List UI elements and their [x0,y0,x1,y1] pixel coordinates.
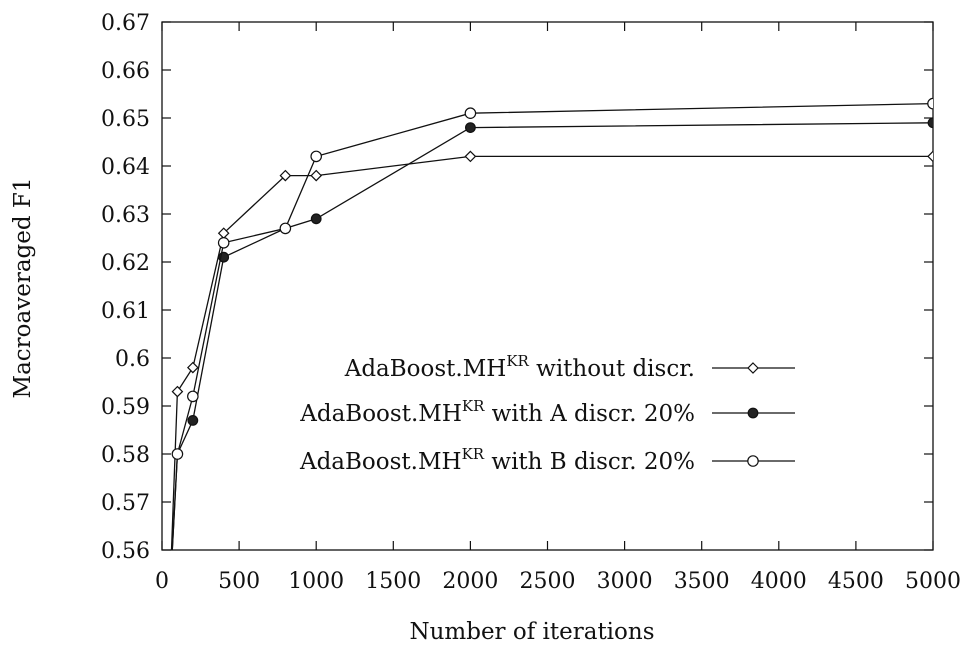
y-tick-label: 0.64 [101,155,150,180]
y-tick-label: 0.6 [115,347,150,372]
x-tick-label: 5000 [905,569,961,594]
x-tick-label: 500 [218,569,260,594]
y-tick-label: 0.66 [101,59,150,84]
data-point-filled-circle [747,407,759,419]
x-tick-label: 1500 [365,569,421,594]
y-tick-labels: 0.56 0.57 0.58 0.59 0.6 0.61 0.62 0.63 0.64 0.65 0… [101,11,150,564]
data-point-diamond [186,361,199,374]
axis-ticks [161,21,934,551]
data-point-open-circle [310,150,322,163]
legend-label-base: AdaBoost.MH [344,356,507,382]
legend-label: AdaBoost.MHKR without discr. [344,352,695,382]
legend-item-1: AdaBoost.MHKR without discr. [344,352,795,382]
legend-label-base: AdaBoost.MH [299,401,462,427]
legend-label-base: AdaBoost.MH [299,449,462,475]
series-line [171,102,933,550]
legend-item-2: AdaBoost.MHKR with A discr. 20% [299,397,795,427]
series-3 [171,97,933,550]
y-tick-label: 0.61 [101,299,150,324]
legend: AdaBoost.MHKR without discr.AdaBoost.MHK… [299,352,795,475]
data-point-diamond [927,150,933,163]
series-1 [170,150,933,550]
data-point-filled-circle [187,415,199,426]
legend-label-suffix: with B discr. 20% [484,449,695,475]
y-tick-label: 0.58 [101,443,150,468]
series-layer [170,97,933,550]
y-tick-label: 0.62 [101,251,150,276]
legend-label: AdaBoost.MHKR with B discr. 20% [299,445,695,475]
legend-label-suffix: without discr. [529,356,695,382]
x-tick-label: 3000 [597,569,653,594]
legend-item-3: AdaBoost.MHKR with B discr. 20% [299,445,795,475]
data-point-diamond [279,169,292,182]
x-tick-label: 4500 [828,569,884,594]
data-point-open-circle [187,390,199,403]
y-tick-label: 0.56 [101,539,150,564]
y-tick-label: 0.59 [101,395,150,420]
data-point-open-circle [217,237,230,249]
data-point-diamond [464,150,477,163]
series-line [170,155,933,550]
y-tick-label: 0.67 [101,11,150,36]
data-point-diamond [171,385,184,398]
legend-label-suffix: with A discr. 20% [484,401,695,427]
data-point-diamond [747,362,759,374]
x-tick-label: 2000 [442,569,498,594]
data-point-filled-circle [465,122,476,133]
x-axis-title: Number of iterations [409,619,654,645]
series-line [171,122,933,550]
data-point-open-circle [279,222,292,235]
legend-label-superscript: KR [462,445,485,463]
x-tick-label: 0 [155,569,169,594]
data-point-filled-circle [310,213,322,225]
data-point-open-circle [927,97,933,110]
x-tick-label: 1000 [288,569,344,594]
legend-label-superscript: KR [506,352,529,370]
data-point-diamond [310,169,323,182]
x-tick-labels: 0 500 1000 1500 2000 2500 3000 3500 4000 4500 5000 [155,569,961,594]
y-axis-title: Macroaveraged F1 [10,178,36,399]
data-point-filled-circle [927,117,933,129]
x-tick-label: 4000 [751,569,807,594]
data-point-open-circle [747,455,759,467]
legend-label-superscript: KR [462,397,485,415]
data-point-open-circle [171,448,184,460]
y-tick-label: 0.57 [101,491,150,516]
x-tick-label: 3500 [674,569,730,594]
y-tick-label: 0.65 [101,107,150,132]
x-tick-label: 2500 [520,569,576,594]
legend-label: AdaBoost.MHKR with A discr. 20% [299,397,695,427]
data-point-open-circle [464,107,477,119]
y-tick-label: 0.63 [101,203,150,228]
